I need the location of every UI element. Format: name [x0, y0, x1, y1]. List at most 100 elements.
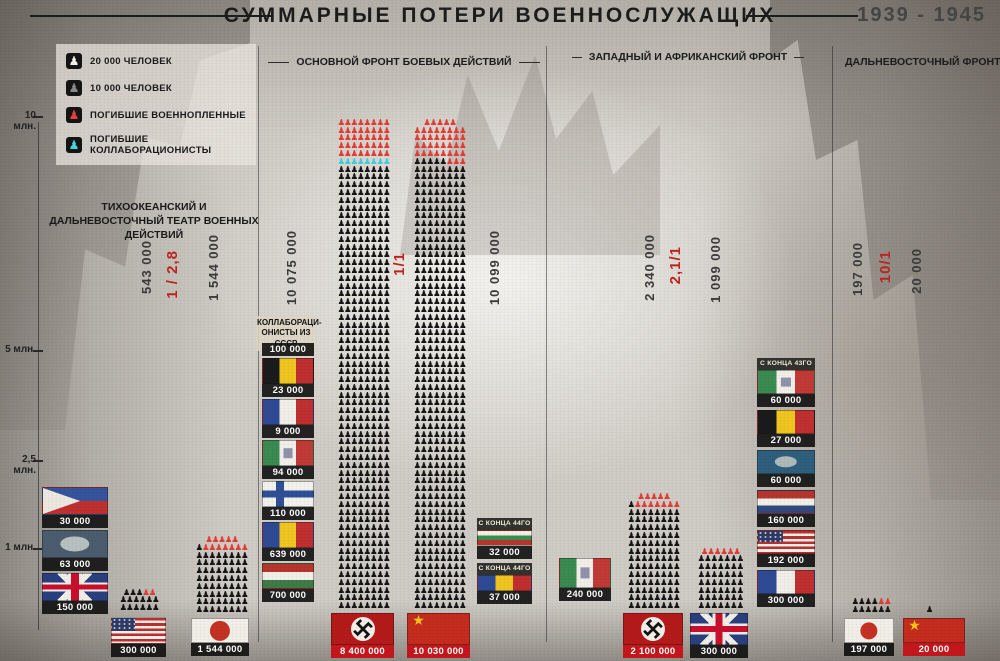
person-icon: ♟: [376, 118, 384, 127]
person-icon: ♟: [660, 547, 667, 556]
person-icon: ♟: [337, 142, 345, 150]
legend-label: ПОГИБШИЕ ВОЕННОПЛЕННЫЕ: [90, 109, 246, 121]
person-icon: ♟: [370, 126, 377, 135]
person-icon: ♟: [350, 142, 358, 150]
person-icon: ♟: [337, 391, 345, 400]
person-icon: ♟: [446, 508, 453, 517]
person-icon: ♟: [344, 383, 351, 392]
person-icon: ♟: [383, 477, 390, 486]
person-icon: ♟: [420, 446, 427, 455]
person-icon: ♟: [376, 454, 384, 462]
person-icon: ♟: [370, 329, 377, 338]
total-label: 300 000: [690, 645, 748, 658]
person-icon: ♟: [420, 391, 427, 400]
person-icon: ♟: [376, 399, 384, 408]
y-axis-tick: [33, 548, 43, 550]
person-icon: ♟: [634, 547, 641, 556]
person-icon: ♟: [234, 606, 242, 614]
person-icon: ♟: [413, 243, 421, 252]
australia-flag: [42, 530, 108, 558]
person-icon: ♟: [452, 360, 460, 369]
person-icon: ♟: [446, 383, 453, 392]
person-icon: ♟: [350, 290, 358, 299]
person-icon: ♟: [413, 586, 421, 595]
y-axis-tick: [33, 116, 43, 118]
person-icon: ♟: [871, 598, 878, 607]
romania-chip: С КОНЦА 44ГО 37 000: [477, 563, 532, 604]
page-title: СУММАРНЫЕ ПОТЕРИ ВОЕННОСЛУЖАЩИХ: [223, 4, 777, 27]
person-icon: ♟: [363, 149, 371, 158]
person-icon: ♟: [660, 563, 667, 572]
person-icon: ♟: [413, 524, 421, 533]
person-icon: ♟: [357, 469, 364, 478]
person-icon: ♟: [357, 446, 364, 455]
person-icon: ♟: [350, 204, 358, 213]
person-icon: ♟: [370, 399, 377, 408]
person-icon: ♟: [413, 555, 421, 564]
person-icon: ♟: [647, 602, 654, 610]
person-icon: ♟: [452, 524, 460, 533]
person-icon: ♟: [627, 539, 635, 548]
person-icon: ♟: [439, 181, 447, 189]
person-icon: ♟: [459, 251, 466, 260]
person-icon: ♟: [344, 142, 351, 150]
person-icon: ♟: [426, 337, 434, 345]
person-icon: ♟: [344, 157, 351, 166]
person-icon: ♟: [370, 493, 377, 501]
person-icon: ♟: [215, 567, 222, 576]
person-icon: ♟: [413, 227, 421, 236]
person-icon: ♟: [383, 337, 390, 345]
person-icon: ♟: [376, 212, 384, 221]
person-icon: ♟: [357, 181, 364, 189]
person-icon: ♟: [413, 165, 421, 174]
person-icon: ♟: [344, 259, 351, 267]
person-icon: ♟: [350, 578, 358, 587]
person-icon: ♟: [344, 438, 351, 447]
person-icon: ♟: [723, 602, 731, 610]
person-icon: ♟: [376, 446, 384, 455]
person-icon: ♟: [723, 594, 731, 603]
person-icon: ♟: [337, 360, 345, 369]
person-icon: ♟: [459, 259, 466, 267]
person-icon: ♟: [730, 563, 737, 572]
person-icon: ♟: [413, 188, 421, 197]
person-icon: ♟: [459, 539, 466, 548]
person-icon: ♟: [446, 532, 453, 540]
person-icon: ♟: [660, 594, 667, 603]
person-icon: ♟: [439, 594, 447, 603]
person-icon: ♟: [627, 555, 635, 564]
person-icon: ♟: [357, 243, 364, 252]
person-icon: ♟: [446, 282, 453, 291]
person-icon: ♟: [433, 188, 440, 197]
value-label: 240 000: [559, 588, 611, 601]
person-icon: ♟: [357, 274, 364, 283]
person-icon: ♟: [446, 571, 453, 579]
person-icon: ♟: [452, 430, 460, 439]
person-icon: ♟: [439, 586, 447, 595]
person-icon: ♟: [337, 337, 345, 345]
belgium-chip: 27 000: [757, 410, 815, 447]
person-icon: ♟: [697, 594, 705, 603]
person-icon: ♟: [376, 594, 384, 603]
person-icon: ♟: [666, 602, 674, 610]
person-icon: ♟: [717, 563, 724, 572]
person-icon: ♟: [433, 321, 440, 330]
person-icon: ♟: [228, 567, 235, 576]
person-icon: ♟: [446, 500, 453, 509]
person-icon: ♟: [370, 313, 377, 322]
person-icon: ♟: [420, 188, 427, 197]
person-icon: ♟: [208, 551, 216, 560]
person-icon: ♟: [370, 165, 377, 174]
person-icon: ♟: [459, 485, 466, 494]
person-icon: ♟: [357, 391, 364, 400]
person-icon: ♟: [413, 376, 421, 384]
person-icon: ♟: [452, 165, 460, 174]
pictogram-bar-usa: ♟ ♟ ♟ ♟ ♟ ♟ ♟ ♟ ♟ ♟ ♟ ♟ ♟ ♟ ♟ ♟ ♟: [119, 589, 159, 612]
person-icon: ♟: [357, 266, 364, 275]
person-icon: ♟: [413, 383, 421, 392]
person-icon: ♟: [370, 547, 377, 556]
netherlands-flag: [757, 490, 815, 514]
late-entry-note: С КОНЦА 44ГО: [477, 518, 532, 530]
person-icon: ♟: [710, 602, 718, 610]
person-icon: ♟: [426, 227, 434, 236]
